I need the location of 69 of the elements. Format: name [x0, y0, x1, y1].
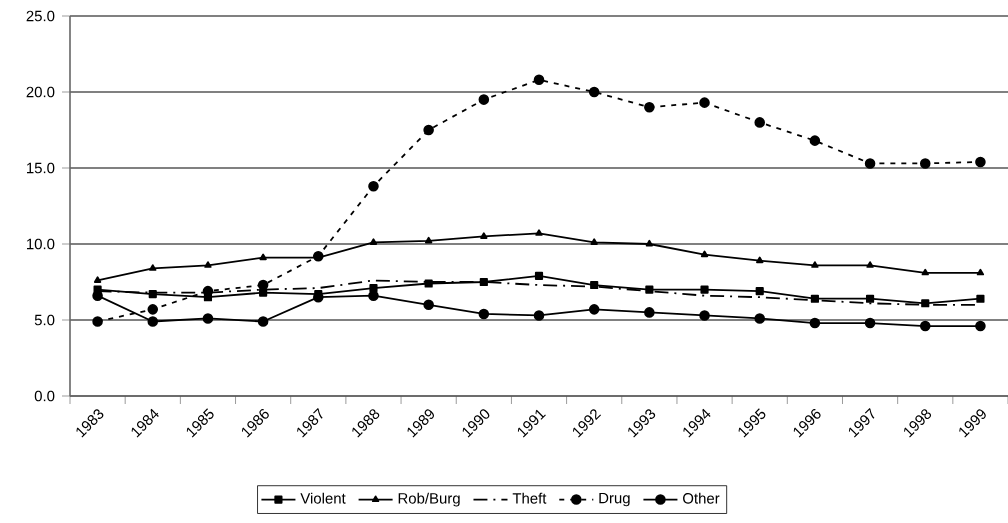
- y-tick-label: 10.0: [27, 238, 55, 250]
- legend-label: Drug: [599, 492, 630, 507]
- point: [423, 299, 434, 311]
- point: [480, 232, 488, 239]
- point: [147, 316, 159, 327]
- point: [919, 158, 931, 169]
- legend-label: Theft: [512, 492, 547, 504]
- point: [644, 307, 655, 318]
- point: [865, 294, 875, 303]
- point: [479, 277, 488, 287]
- point: [700, 250, 709, 258]
- point: [976, 294, 985, 303]
- point: [369, 238, 378, 245]
- y-tick-label: 25.0: [26, 10, 55, 22]
- point: [533, 74, 545, 86]
- point: [535, 229, 543, 236]
- point: [921, 268, 929, 276]
- y-tick-label: 0.0: [34, 390, 55, 402]
- point: [975, 320, 986, 332]
- point: [368, 180, 379, 192]
- point: [975, 156, 986, 168]
- point: [259, 288, 268, 297]
- point: [202, 313, 214, 324]
- point: [754, 313, 765, 324]
- point: [478, 308, 490, 320]
- legend-label: Rob/Burg: [398, 492, 460, 507]
- legend-label: Other: [683, 492, 720, 504]
- point: [811, 261, 819, 268]
- point: [809, 317, 821, 329]
- point: [644, 101, 655, 113]
- point: [204, 261, 212, 268]
- y-tick-label: 20.0: [26, 86, 55, 98]
- point: [369, 283, 378, 293]
- point: [756, 256, 764, 264]
- point: [921, 299, 930, 308]
- point: [533, 310, 545, 321]
- point: [755, 287, 764, 296]
- point: [257, 316, 269, 327]
- point: [478, 94, 490, 105]
- point: [534, 271, 544, 281]
- legend-label: Violent: [300, 492, 346, 504]
- point: [92, 316, 103, 327]
- point: [809, 135, 821, 146]
- point: [588, 304, 600, 315]
- point: [590, 238, 598, 245]
- y-tick-label: 15.0: [27, 162, 55, 174]
- point: [699, 97, 710, 108]
- point: [699, 310, 710, 321]
- point: [423, 124, 434, 136]
- point: [976, 268, 985, 276]
- point: [149, 264, 157, 271]
- point: [148, 290, 157, 299]
- point: [424, 236, 433, 244]
- point: [588, 86, 600, 98]
- point: [645, 239, 654, 247]
- point: [810, 294, 819, 303]
- point: [645, 285, 654, 294]
- point: [866, 261, 874, 268]
- point: [93, 276, 102, 283]
- point: [424, 279, 433, 288]
- point: [754, 117, 765, 128]
- point: [590, 280, 599, 290]
- point: [259, 253, 267, 261]
- point: [919, 320, 931, 332]
- point: [864, 317, 876, 329]
- point: [700, 285, 709, 294]
- point: [147, 304, 159, 315]
- y-tick-label: 5.0: [34, 314, 55, 326]
- point: [864, 158, 876, 169]
